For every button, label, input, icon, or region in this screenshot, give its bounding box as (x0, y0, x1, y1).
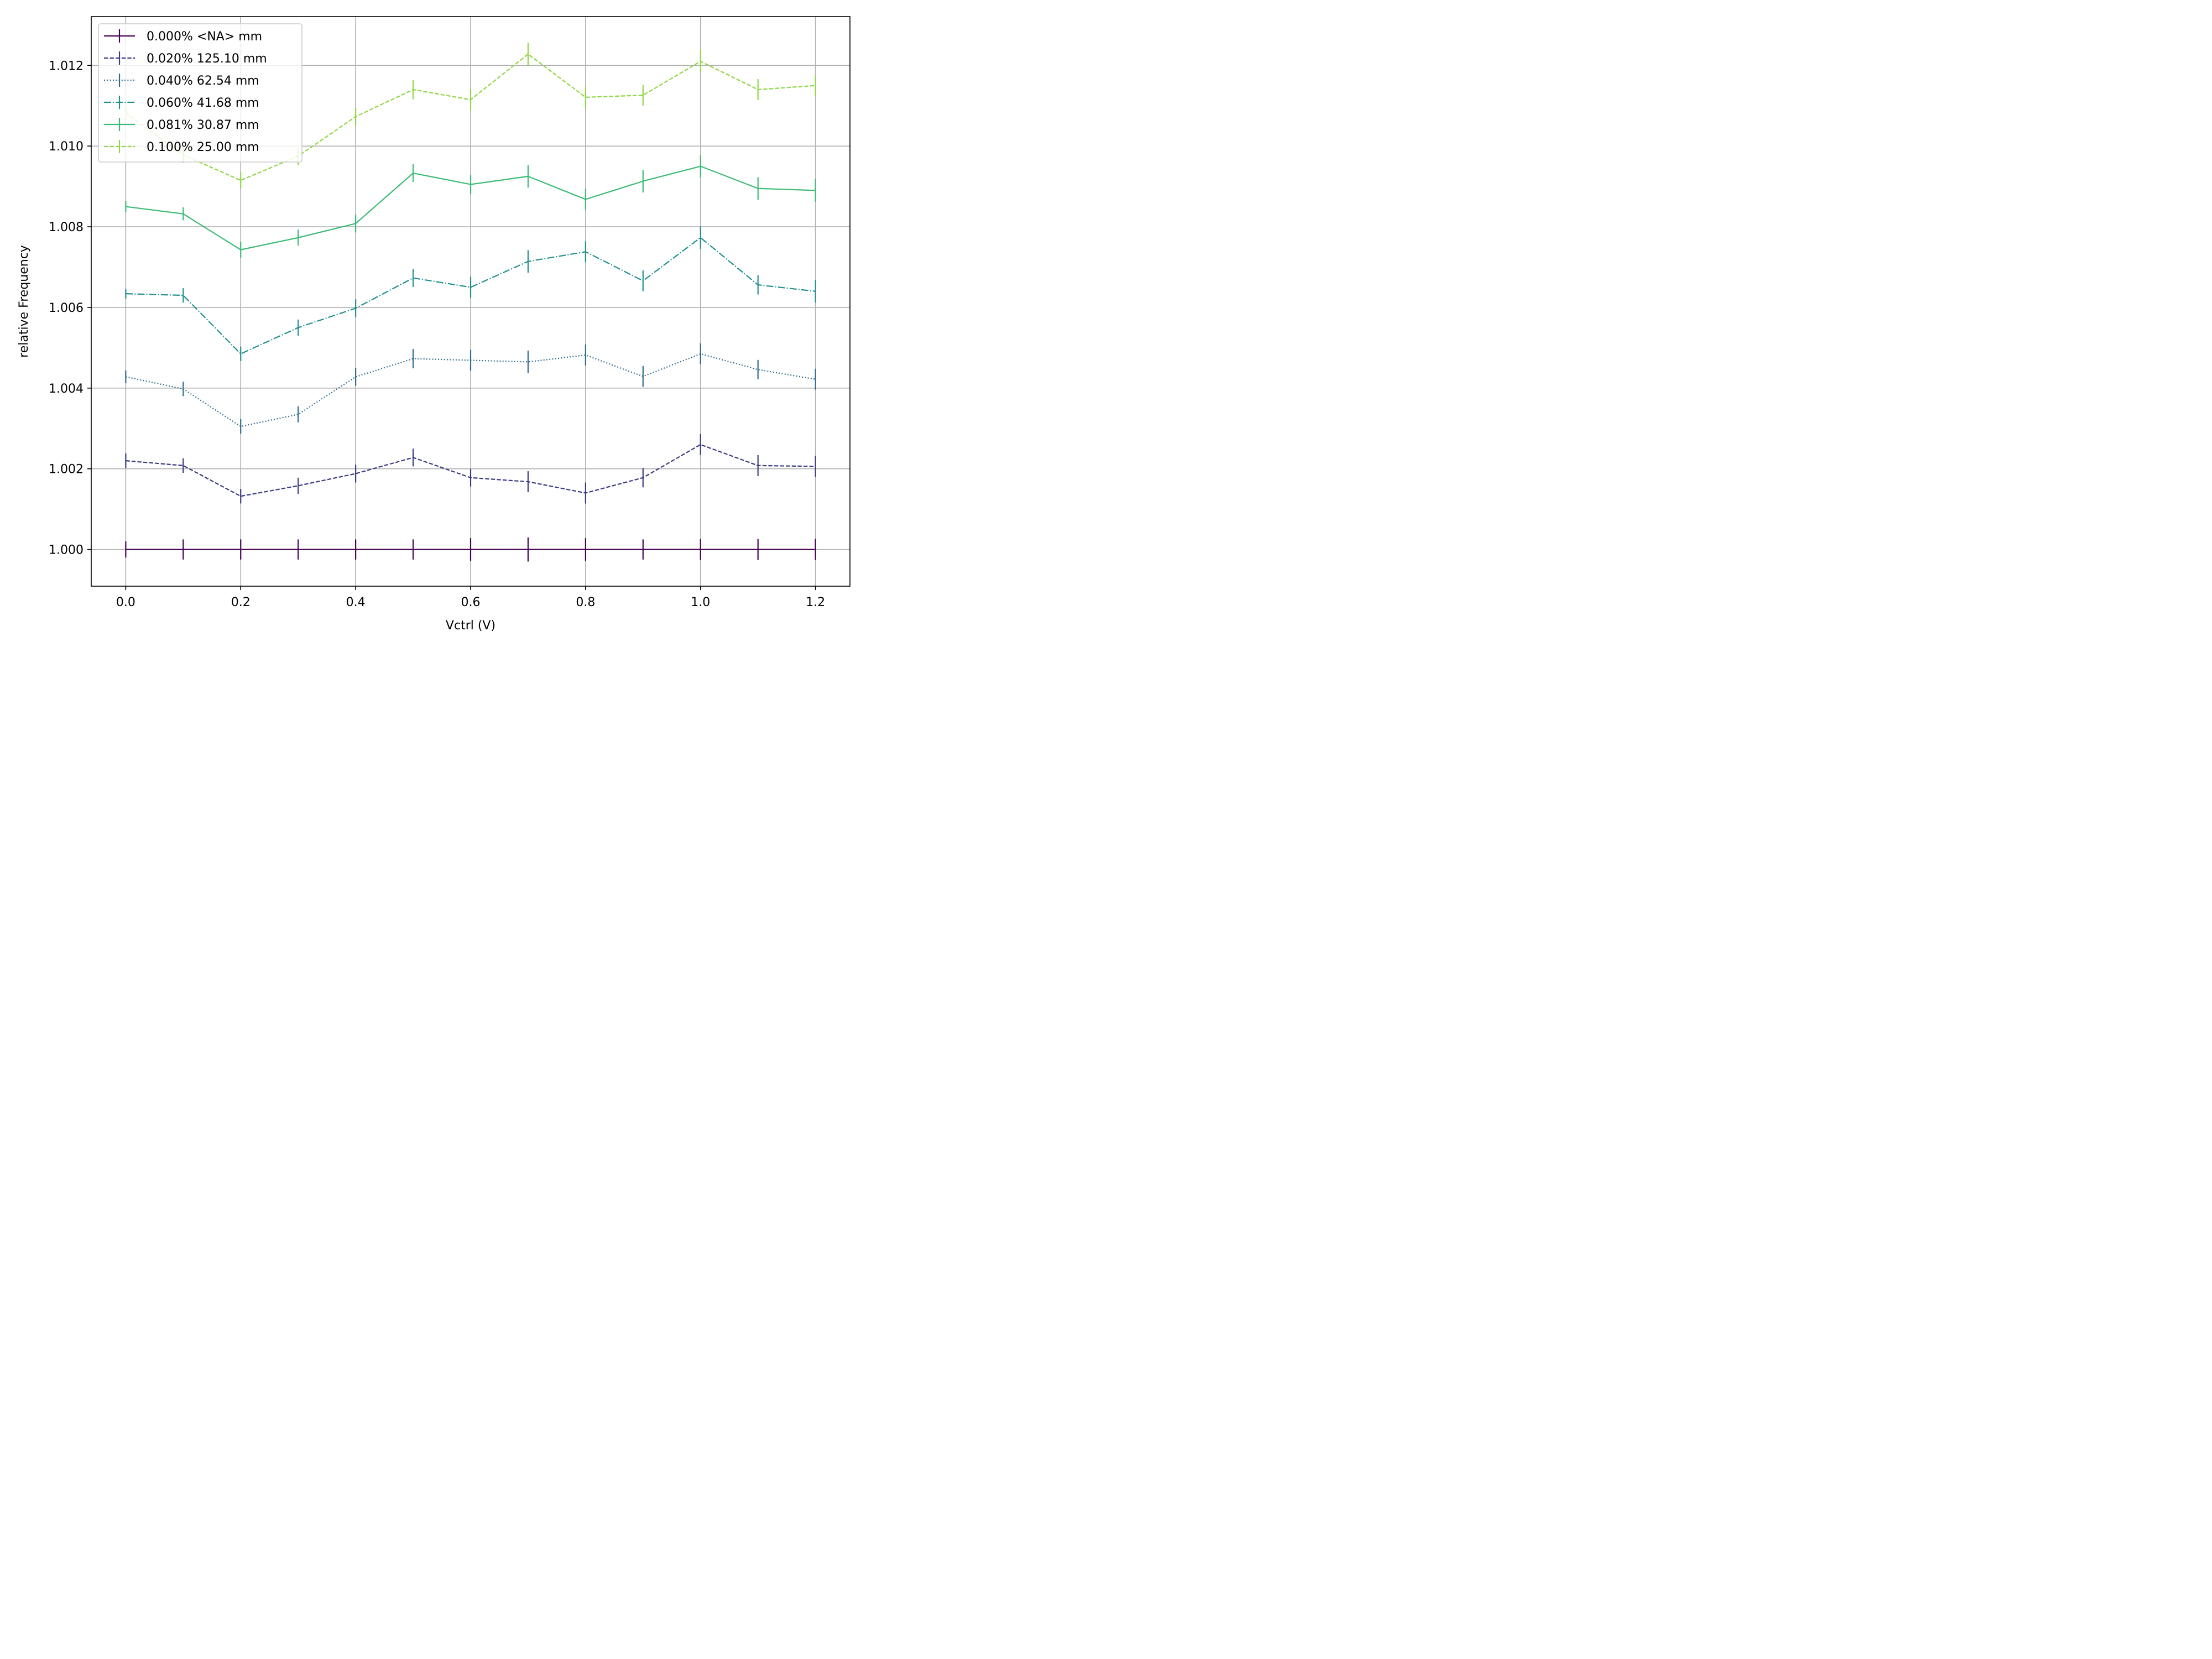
y-tick-label: 1.012 (49, 59, 84, 73)
legend-label: 0.040% 62.54 mm (147, 74, 259, 88)
legend-item: 0.040% 62.54 mm (104, 74, 259, 88)
y-tick-label: 1.008 (49, 221, 84, 234)
legend-item: 0.081% 30.87 mm (104, 118, 259, 132)
series-1 (125, 434, 816, 504)
legend-label: 0.081% 30.87 mm (147, 118, 259, 132)
legend-item: 0.060% 41.68 mm (104, 96, 259, 110)
legend-item: 0.100% 25.00 mm (104, 140, 259, 154)
x-tick-label: 1.0 (691, 596, 710, 609)
series-4 (125, 155, 816, 258)
legend-label: 0.100% 25.00 mm (147, 140, 259, 154)
chart: 0.0 0.2 0.4 0.6 0.8 1.0 1.2 1.000 1.002 1.004 1.0… (0, 0, 865, 649)
x-axis-label: Vctrl (V) (446, 619, 495, 633)
x-tick-label: 0.0 (116, 596, 135, 609)
legend-label: 0.060% 41.68 mm (147, 96, 259, 110)
series-0 (125, 537, 816, 562)
y-tick-label: 1.002 (49, 463, 84, 477)
legend-item: 0.020% 125.10 mm (104, 51, 267, 66)
x-tick-label: 0.2 (231, 596, 251, 609)
y-tick-label: 1.000 (49, 544, 84, 557)
y-axis-ticks: 1.000 1.002 1.004 1.006 1.008 1.010 1.012 (49, 59, 91, 557)
y-tick-label: 1.006 (49, 301, 84, 315)
x-tick-label: 0.4 (346, 596, 366, 609)
legend-item: 0.000% <NA> mm (104, 29, 262, 44)
grid (91, 17, 850, 586)
x-axis-ticks: 0.0 0.2 0.4 0.6 0.8 1.0 1.2 (116, 586, 825, 609)
y-axis-label: relative Frequency (17, 245, 31, 358)
x-tick-label: 0.8 (576, 596, 595, 609)
legend-box (98, 23, 302, 163)
y-tick-label: 1.004 (49, 382, 84, 396)
y-tick-label: 1.010 (49, 140, 84, 154)
x-tick-label: 1.2 (806, 596, 825, 609)
series-3 (125, 226, 816, 361)
x-tick-label: 0.6 (461, 596, 481, 609)
legend-label: 0.000% <NA> mm (147, 30, 262, 44)
series-layer (125, 43, 816, 562)
legend-label: 0.020% 125.10 mm (147, 52, 267, 66)
chart-svg: 0.0 0.2 0.4 0.6 0.8 1.0 1.2 1.0001.0021.0041.0… (17, 16, 851, 633)
legend: 0.000% <NA> mm 0.020% 125.10 mm 0.040% 62.… (98, 23, 302, 163)
series-2 (125, 343, 816, 434)
